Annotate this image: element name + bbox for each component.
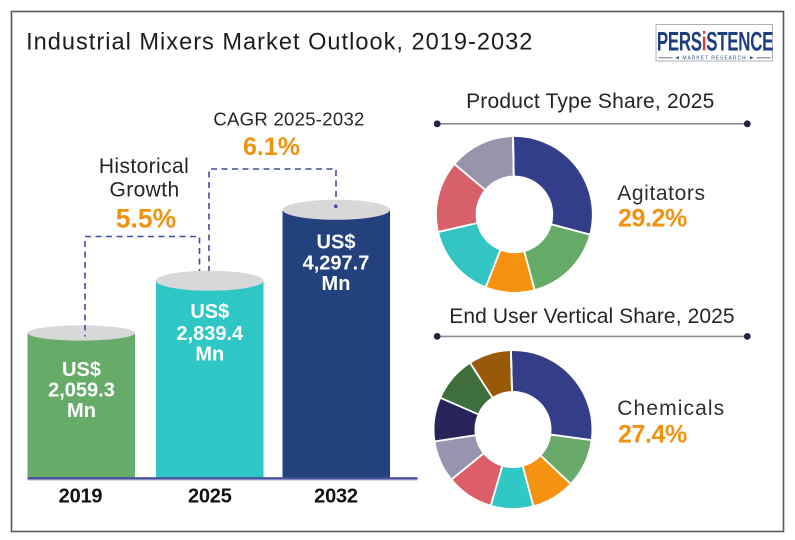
- svg-text:CAGR 2025-2032: CAGR 2025-2032: [213, 109, 364, 130]
- svg-text:27.4%: 27.4%: [618, 421, 687, 449]
- svg-text:Chemicals: Chemicals: [617, 397, 725, 420]
- svg-text:2032: 2032: [314, 486, 358, 508]
- svg-text:4,297.7: 4,297.7: [303, 253, 370, 275]
- svg-text:2019: 2019: [59, 486, 103, 508]
- svg-text:6.1%: 6.1%: [243, 133, 300, 161]
- svg-text:29.2%: 29.2%: [618, 204, 687, 232]
- svg-text:Mn: Mn: [195, 344, 224, 366]
- svg-text:Historical: Historical: [99, 155, 189, 178]
- svg-text:Industrial Mixers Market Outlo: Industrial Mixers Market Outlook, 2019-2…: [26, 29, 533, 55]
- svg-text:US$: US$: [317, 232, 356, 254]
- svg-text:2025: 2025: [188, 486, 232, 508]
- svg-text:Agitators: Agitators: [617, 182, 705, 205]
- svg-text:5.5%: 5.5%: [116, 204, 176, 234]
- svg-text:2,059.3: 2,059.3: [48, 380, 115, 402]
- svg-text:PERSiSTENCE: PERSiSTENCE: [657, 27, 774, 57]
- svg-text:Mn: Mn: [67, 400, 96, 422]
- svg-text:Growth: Growth: [109, 179, 179, 202]
- svg-text:MARKET RESEARCH: MARKET RESEARCH: [682, 56, 746, 62]
- svg-text:US$: US$: [62, 359, 101, 381]
- svg-text:2,839.4: 2,839.4: [176, 323, 244, 345]
- svg-text:US$: US$: [190, 301, 229, 323]
- svg-text:End User Vertical Share, 2025: End User Vertical Share, 2025: [449, 305, 734, 328]
- svg-text:Product Type Share, 2025: Product Type Share, 2025: [466, 90, 714, 113]
- svg-text:Mn: Mn: [322, 273, 351, 295]
